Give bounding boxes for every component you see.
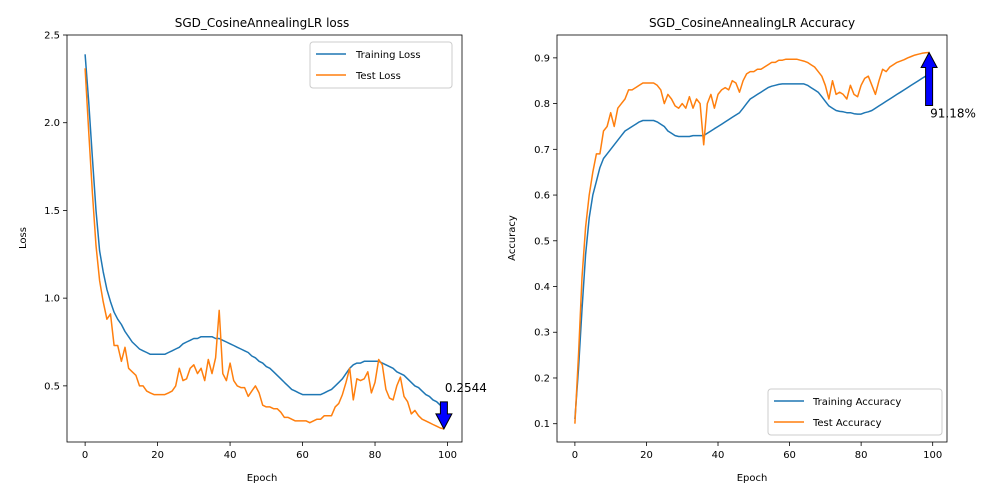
accuracy-y-tick-label: 0.2 xyxy=(534,373,550,384)
accuracy-chart-title: SGD_CosineAnnealingLR Accuracy xyxy=(649,16,855,30)
accuracy-y-tick-label: 0.7 xyxy=(534,145,550,156)
loss-annotation-label: 0.2544 xyxy=(445,381,487,395)
loss-x-tick-label: 20 xyxy=(151,450,164,461)
accuracy-y-tick-label: 0.6 xyxy=(534,191,550,202)
loss-y-tick-label: 2.5 xyxy=(44,31,60,42)
accuracy-panel: SGD_CosineAnnealingLR Accuracy 0 20 40 60 80… xyxy=(507,16,976,484)
accuracy-legend-label-test: Test Accuracy xyxy=(812,418,882,429)
loss-panel: SGD_CosineAnnealingLR loss 0 20 40 60 80 1000… xyxy=(18,16,487,484)
loss-legend: Training Loss Test Loss xyxy=(309,41,453,89)
loss-y-tick-label: 0.5 xyxy=(44,381,60,392)
accuracy-series-line-training xyxy=(574,74,930,420)
accuracy-x-tick-label: 0 xyxy=(572,450,578,461)
loss-x-tick-label: 40 xyxy=(224,450,237,461)
loss-y-tick-label: 1.0 xyxy=(44,294,60,305)
accuracy-x-tick-label: 60 xyxy=(783,450,796,461)
accuracy-y-tick-label: 0.8 xyxy=(534,99,550,110)
accuracy-x-tick-label: 100 xyxy=(923,450,942,461)
accuracy-x-axis-label: Epoch xyxy=(737,473,768,484)
accuracy-x-tick-label: 80 xyxy=(855,450,868,461)
loss-x-tick-label: 60 xyxy=(296,450,309,461)
accuracy-annotation-label: 91.18% xyxy=(930,106,976,120)
loss-y-tick-label: 2.0 xyxy=(44,118,60,129)
loss-legend-label-training: Training Loss xyxy=(355,50,421,61)
loss-legend-label-test: Test Loss xyxy=(355,71,401,82)
loss-chart-title: SGD_CosineAnnealingLR loss xyxy=(175,16,350,30)
loss-axes-frame xyxy=(66,34,463,443)
loss-series-line-test xyxy=(84,68,445,430)
accuracy-annotation-arrow xyxy=(920,51,938,106)
accuracy-legend-box xyxy=(767,388,943,436)
loss-x-tick-label: 0 xyxy=(82,450,88,461)
accuracy-legend: Training Accuracy Test Accuracy xyxy=(767,388,943,436)
loss-y-axis-label: Loss xyxy=(18,227,29,249)
loss-plot-layer: 0 20 40 60 80 100 0.5 1.0 1.5 2.0 2.5 0.2544 xyxy=(44,31,487,462)
loss-x-tick-label: 100 xyxy=(438,450,457,461)
accuracy-plot-layer: 0 20 40 60 80 100 0.1 0.2 0.3 0.4 0.5 0.6 0.7 0.8 0.9 9… xyxy=(534,51,976,461)
accuracy-y-axis-label: Accuracy xyxy=(507,215,518,261)
accuracy-y-tick-label: 0.1 xyxy=(534,419,550,430)
accuracy-y-tick-label: 0.4 xyxy=(534,282,550,293)
loss-annotation-arrow xyxy=(435,401,453,430)
accuracy-y-tick-label: 0.9 xyxy=(534,53,550,64)
accuracy-series-line-test xyxy=(574,51,930,424)
accuracy-y-tick-label: 0.3 xyxy=(534,328,550,339)
loss-series-line-training xyxy=(84,54,445,408)
loss-y-tick-label: 1.5 xyxy=(44,206,60,217)
accuracy-legend-label-training: Training Accuracy xyxy=(812,397,901,408)
loss-x-axis-label: Epoch xyxy=(247,473,278,484)
loss-x-tick-label: 80 xyxy=(369,450,382,461)
accuracy-axes-frame xyxy=(556,34,948,443)
accuracy-y-tick-label: 0.5 xyxy=(534,236,550,247)
accuracy-x-tick-label: 40 xyxy=(712,450,725,461)
accuracy-x-tick-label: 20 xyxy=(640,450,653,461)
